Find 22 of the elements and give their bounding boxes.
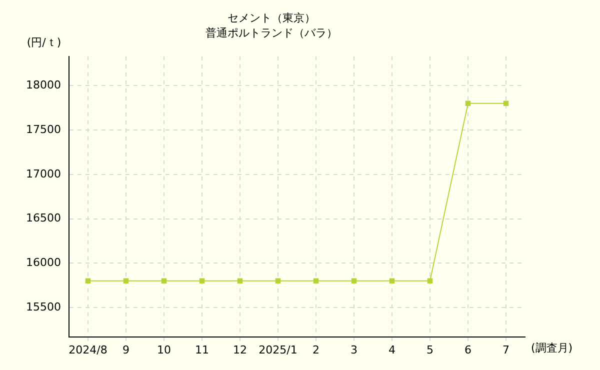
y-tick-label: 16000 — [26, 256, 61, 270]
x-tick-label: 12 — [232, 343, 247, 356]
x-axis-title: (調査月) — [531, 342, 573, 355]
x-tick-label: 10 — [156, 343, 171, 356]
x-tick-label: 2 — [312, 343, 320, 356]
y-tick-label: 18000 — [26, 78, 61, 92]
x-tick-label: 6 — [464, 343, 472, 356]
x-tick-label: 2025/1 — [258, 343, 298, 356]
y-tick-label: 17000 — [26, 167, 61, 180]
y-tick-label: 17500 — [26, 122, 61, 136]
chart-title: セメント（東京） — [228, 11, 316, 24]
x-tick-label: 9 — [122, 343, 130, 356]
x-tick-label: 4 — [388, 343, 396, 356]
x-tick-label: 11 — [194, 343, 209, 356]
chart-subtitle: 普通ポルトランド（バラ） — [206, 26, 338, 40]
y-axis-title: (円/ｔ) — [26, 36, 62, 49]
x-tick-label: 2024/8 — [68, 343, 108, 356]
x-tick-label: 7 — [502, 343, 510, 356]
y-tick-label: 15500 — [26, 300, 61, 314]
x-tick-label: 3 — [350, 343, 358, 356]
x-tick-label: 5 — [426, 343, 434, 356]
y-tick-label: 16500 — [26, 212, 61, 225]
